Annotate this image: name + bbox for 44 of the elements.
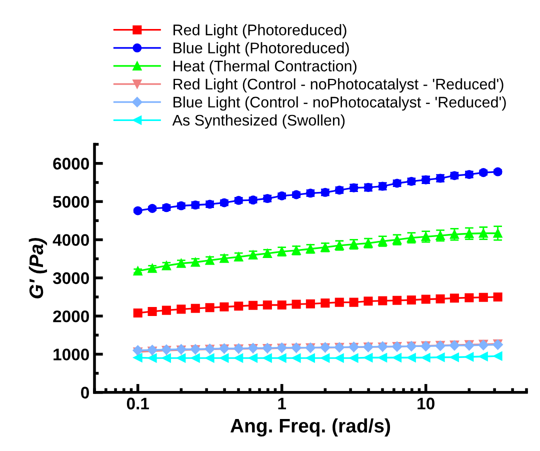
y-tick-label: 6000 [53, 158, 89, 170]
point [378, 353, 388, 362]
point [234, 354, 244, 363]
x-tick-label: 0.1 [126, 398, 149, 410]
y-tick-label: 2000 [53, 310, 89, 322]
point [349, 354, 358, 363]
y-tick-label: 0 [81, 386, 89, 399]
legend-label: Red Light (Control - noPhotocatalyst - 'Reduced') [174, 78, 504, 93]
point [478, 352, 488, 362]
y-tick-label: 5000 [53, 196, 89, 208]
legend-label: As Synthesized (Swollen) [172, 114, 345, 129]
point [190, 354, 200, 363]
point [262, 354, 272, 363]
point [220, 354, 229, 363]
point [493, 352, 502, 361]
point [464, 352, 474, 362]
y-tick-label: 3000 [52, 272, 89, 284]
legend-label: Red Light (Photoreduced) [174, 24, 346, 38]
point [205, 354, 214, 363]
point [406, 353, 416, 362]
legend-label: Heat (Thermal Contraction) [174, 60, 356, 74]
point [248, 354, 258, 363]
point [277, 354, 286, 363]
point [364, 353, 373, 362]
point [306, 354, 315, 363]
y-tick-label: 4000 [52, 234, 89, 246]
point [436, 352, 445, 362]
legend-label: Blue Light (Control - noPhotocatalyst - 'Reduced') [174, 96, 506, 111]
x-tick-label: 1 [278, 398, 286, 410]
y-axis-title: G′ (Pa) [28, 238, 48, 298]
legend-label: Blue Light (Photoreduced) [174, 42, 349, 56]
point [148, 354, 157, 363]
x-tick-label: 10 [418, 398, 434, 410]
point [320, 354, 330, 363]
point [292, 354, 301, 363]
point [392, 353, 402, 362]
point [334, 354, 344, 363]
point [421, 353, 430, 362]
point [133, 353, 142, 362]
x-axis-title: Ang. Freq. (rad/s) [230, 418, 390, 437]
point [450, 352, 459, 362]
point [176, 354, 186, 363]
point [162, 354, 171, 363]
y-tick-label: 1000 [54, 348, 89, 360]
